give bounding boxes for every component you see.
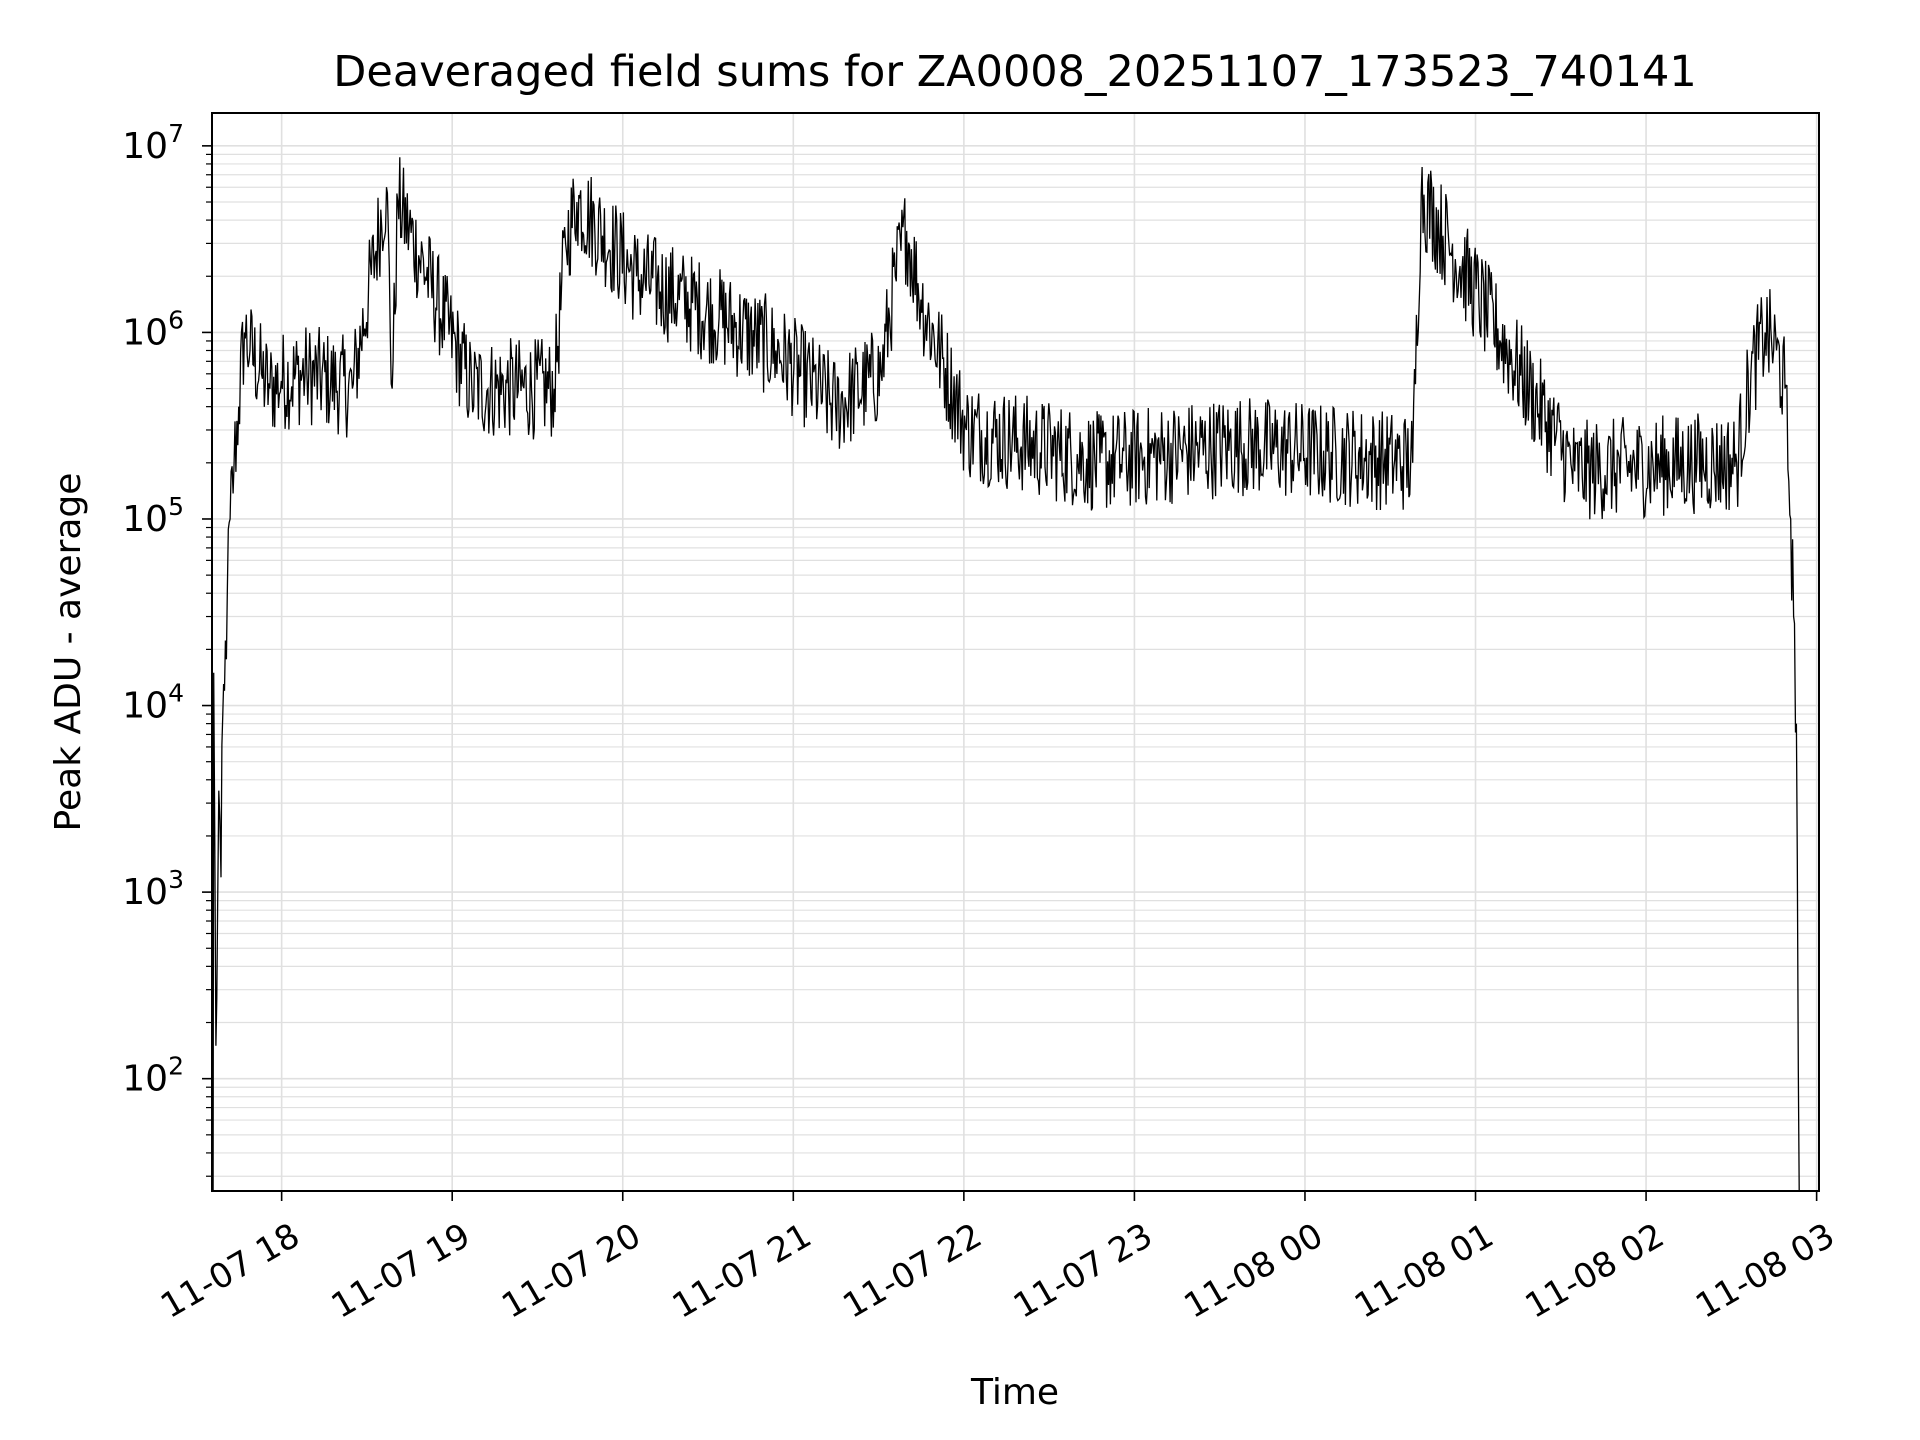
y-tick-label: 106 [122,305,184,353]
ticks-layer [202,145,1818,1201]
chart-title: Deaveraged field sums for ZA0008_2025110… [333,47,1696,97]
y-tick-label: 103 [122,865,184,913]
y-tick-label: 105 [122,492,184,540]
y-tick-label: 102 [122,1052,184,1100]
plot-frame [211,112,1820,1192]
y-tick-label: 107 [122,119,184,167]
series-layer [212,157,1800,1191]
y-tick-label: 104 [122,679,184,727]
x-axis-label: Time [970,1372,1059,1413]
series-line [212,157,1800,1191]
y-axis-label: Peak ADU - average [48,473,89,832]
